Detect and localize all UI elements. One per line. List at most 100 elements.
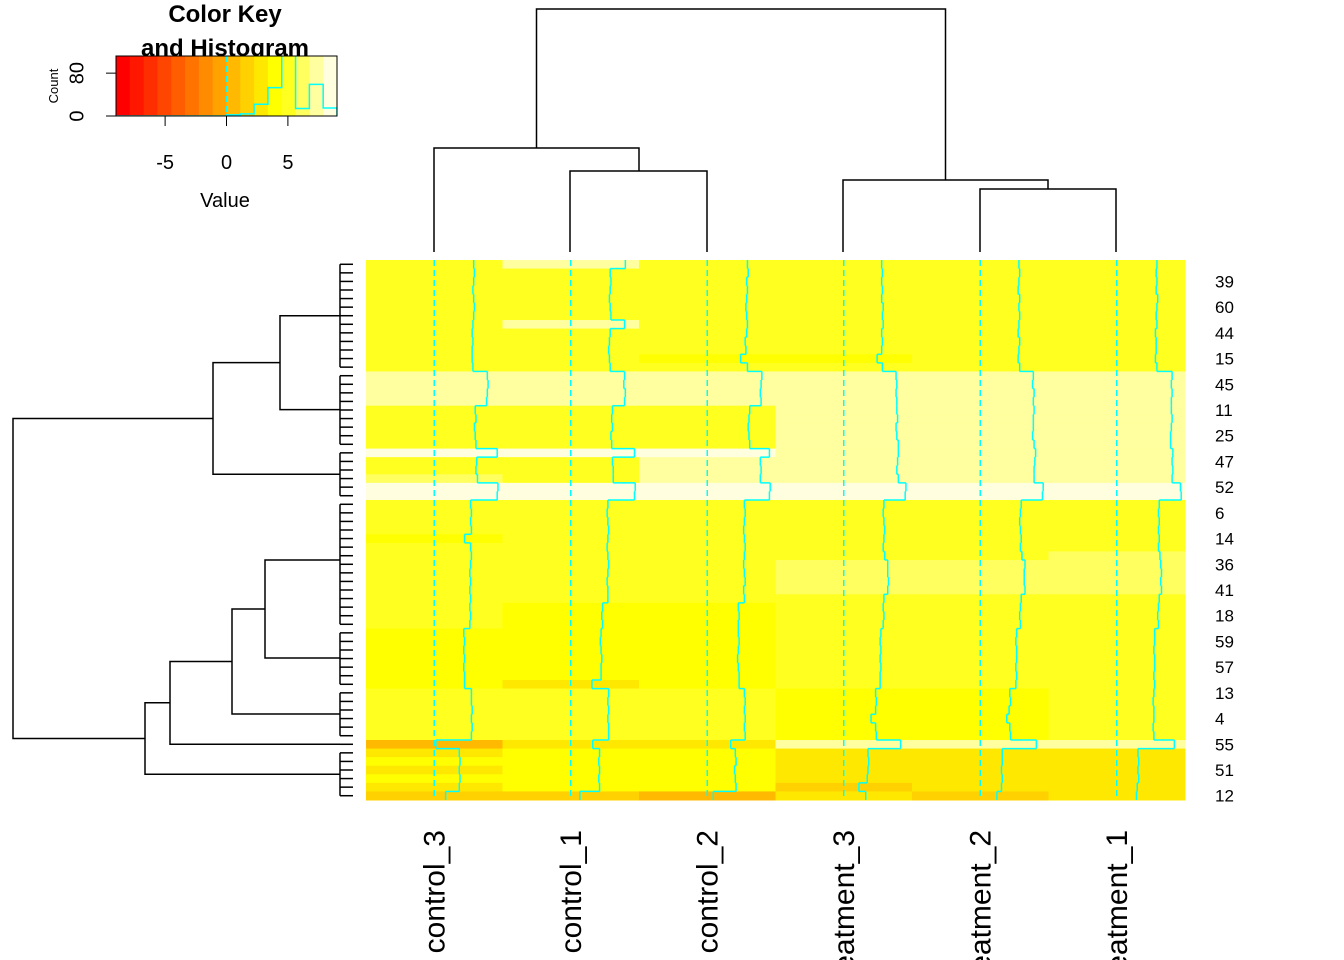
heatmap-cell xyxy=(502,354,640,364)
heatmap-cell xyxy=(912,542,1049,552)
heatmap-cell xyxy=(912,714,1049,724)
heatmap-cell xyxy=(502,594,640,604)
row-label: 45 xyxy=(1215,375,1234,394)
key-swatch xyxy=(157,56,172,116)
heatmap-cell xyxy=(775,594,913,604)
key-x-label: Value xyxy=(200,190,250,212)
key-swatch xyxy=(281,56,297,116)
heatmap-cell xyxy=(366,662,503,672)
heatmap-cell xyxy=(639,594,776,604)
key-y-label: Count xyxy=(46,68,61,103)
row-label: 14 xyxy=(1215,530,1234,549)
heatmap-cell xyxy=(366,542,503,552)
heatmap-cell xyxy=(366,714,503,724)
heatmap-cell xyxy=(912,654,1049,664)
column-dendrogram xyxy=(433,8,1117,252)
key-swatch xyxy=(185,56,200,116)
heatmap-cell xyxy=(775,414,913,424)
heatmap-cell xyxy=(366,362,503,372)
heatmap-cell xyxy=(502,654,640,664)
heatmap-cell xyxy=(912,362,1049,372)
heatmap-cell xyxy=(912,594,1049,604)
heatmap-cell xyxy=(775,474,913,484)
heatmap-cell xyxy=(639,774,776,784)
heatmap-cell xyxy=(1048,302,1186,312)
row-label: 41 xyxy=(1215,581,1234,600)
heatmap-cell xyxy=(366,302,503,312)
row-label: 12 xyxy=(1215,787,1234,806)
heatmap-cell xyxy=(1048,782,1186,792)
heatmap-cell xyxy=(1048,714,1186,724)
heatmap-cell xyxy=(366,722,503,732)
heatmap-cell xyxy=(366,602,503,612)
heatmap-cell xyxy=(639,414,776,424)
heatmap-cell xyxy=(1048,294,1186,304)
heatmap-cell xyxy=(775,542,913,552)
heatmap-cell xyxy=(502,774,640,784)
key-swatch xyxy=(129,56,145,116)
heatmap-cell xyxy=(912,302,1049,312)
heatmap-cell xyxy=(775,714,913,724)
heatmap-cell xyxy=(1048,362,1186,372)
key-swatch xyxy=(309,56,324,116)
heatmap-cell xyxy=(639,722,776,732)
heatmap-cell xyxy=(366,534,503,544)
row-label: 36 xyxy=(1215,555,1234,574)
heatmap-cell xyxy=(1048,482,1186,492)
heatmap-cell xyxy=(639,474,776,484)
heatmap-cell xyxy=(366,774,503,784)
key-swatch xyxy=(323,56,338,116)
heatmap-cell xyxy=(775,354,913,364)
column-label: control_3 xyxy=(418,830,451,953)
key-swatch xyxy=(226,56,241,116)
heatmap-cell xyxy=(912,414,1049,424)
row-label: 4 xyxy=(1215,710,1224,729)
heatmap-cell xyxy=(639,354,776,364)
key-swatch xyxy=(267,56,283,116)
heatmap-cell xyxy=(912,774,1049,784)
heatmap-cell xyxy=(639,362,776,372)
heatmap-cell xyxy=(366,354,503,364)
heatmap-cell xyxy=(639,302,776,312)
heatmap-cell xyxy=(502,602,640,612)
heatmap-cell xyxy=(366,474,503,484)
heatmap-cell xyxy=(639,534,776,544)
row-label: 15 xyxy=(1215,350,1234,369)
heatmap-cell xyxy=(912,354,1049,364)
row-label: 39 xyxy=(1215,272,1234,291)
heatmap-cell xyxy=(502,422,640,432)
heatmap-cell xyxy=(1048,662,1186,672)
heatmap-cell xyxy=(639,482,776,492)
heatmap-cell xyxy=(775,302,913,312)
heatmap-cell xyxy=(912,722,1049,732)
heatmap-cell xyxy=(912,482,1049,492)
heatmap-cell xyxy=(912,782,1049,792)
heatmap-cell xyxy=(912,662,1049,672)
heatmap-cell xyxy=(502,414,640,424)
row-label: 44 xyxy=(1215,324,1234,343)
row-label: 6 xyxy=(1215,504,1224,523)
heatmap-cell xyxy=(1048,722,1186,732)
row-label: 18 xyxy=(1215,607,1234,626)
heatmap-cell xyxy=(912,534,1049,544)
heatmap-cell xyxy=(639,662,776,672)
column-label: treatment_2 xyxy=(964,830,997,960)
heatmap-cell xyxy=(775,482,913,492)
heatmap-cell xyxy=(912,294,1049,304)
column-label: control_1 xyxy=(555,830,588,953)
heatmap-cell xyxy=(366,414,503,424)
key-swatch xyxy=(240,56,255,116)
heatmap-cell xyxy=(502,294,640,304)
heatmap-cell xyxy=(502,782,640,792)
heatmap-cell xyxy=(1048,474,1186,484)
heatmap-cell xyxy=(366,482,503,492)
heatmap-cell xyxy=(502,722,640,732)
key-histogram xyxy=(116,56,337,116)
heatmap-cell xyxy=(1048,422,1186,432)
heatmap-cell xyxy=(639,654,776,664)
column-label: treatment_3 xyxy=(828,830,861,960)
heatmap-cell xyxy=(366,654,503,664)
row-label: 60 xyxy=(1215,298,1234,317)
